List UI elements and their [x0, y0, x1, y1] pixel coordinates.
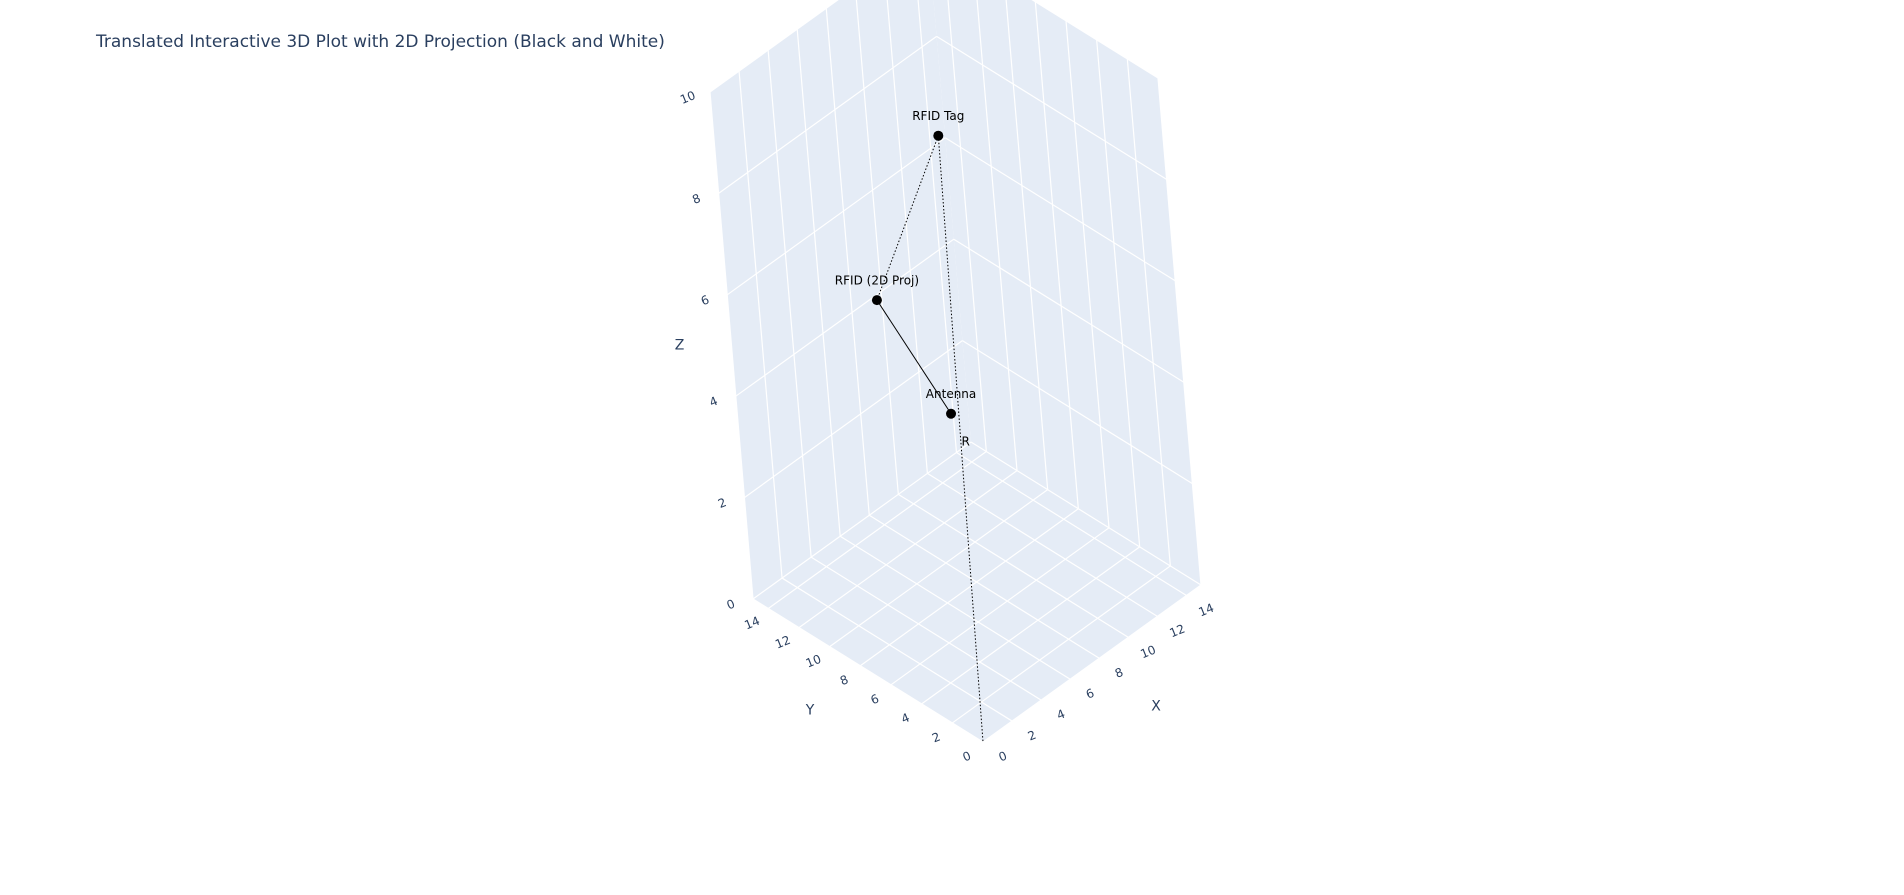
wall-gridline-x — [855, 0, 899, 495]
wall-gridline-z — [936, 35, 1167, 180]
y-tick-label: 12 — [773, 633, 792, 652]
wall-gridline-z — [953, 238, 1185, 383]
grid-lines — [709, 0, 1202, 743]
wall-gridline-x — [796, 29, 841, 537]
wall-gridline-z — [744, 340, 963, 499]
connection-line-2 — [876, 299, 952, 415]
x-tick-label: 12 — [1168, 622, 1187, 641]
floor-gridline-x — [956, 451, 1187, 596]
floor-gridline-x — [927, 472, 1158, 617]
wall-gridline-x — [738, 71, 783, 579]
wall-gridline-x — [917, 0, 958, 453]
x-tick-label: 6 — [1084, 686, 1096, 702]
x-tick-label: 4 — [1055, 707, 1067, 723]
wall-gridline-x — [825, 8, 870, 516]
wall-gridline-z — [1031, 0, 1159, 79]
floor-gridline-y — [921, 546, 1141, 705]
wall-gridline-y — [1157, 77, 1202, 586]
y-tick-label: 8 — [838, 672, 850, 688]
x-tick-label: 8 — [1113, 665, 1125, 681]
wall-gridline-y — [1065, 20, 1110, 528]
connection-lines: R — [876, 135, 984, 743]
wall-gridline-z — [962, 340, 1193, 485]
floor-gridline-x — [810, 556, 1042, 701]
x-tick-label: 14 — [1197, 601, 1216, 620]
data-point[interactable] — [871, 295, 882, 306]
data-point-label: RFID Tag — [912, 109, 964, 123]
connection-line-1 — [876, 135, 939, 301]
x-tick-label: 0 — [997, 749, 1009, 765]
floor-gridline-y — [829, 489, 1049, 648]
back-wall-y-pane — [710, 0, 971, 599]
floor-gridline-x — [898, 493, 1129, 638]
y-tick-label: 4 — [899, 710, 911, 726]
floor-gridline-x — [781, 577, 1013, 722]
x-tick-label: 2 — [1026, 728, 1038, 744]
floor-pane — [753, 442, 1201, 742]
data-point-label: RFID (2D Proj) — [835, 274, 919, 288]
y-axis-title: Y — [805, 703, 815, 719]
floor-gridline-x — [868, 514, 1100, 659]
wall-gridline-z — [726, 137, 946, 296]
x-axis-title: X — [1151, 699, 1161, 715]
wall-gridline-y — [976, 0, 1018, 471]
z-tick-label: 8 — [690, 191, 702, 207]
floor-gridline-x — [839, 535, 1071, 680]
z-tick-label: 0 — [725, 597, 737, 613]
floor-gridline-y — [951, 565, 1171, 724]
wall-gridline-z — [944, 137, 1176, 282]
wall-gridline-x — [767, 50, 812, 558]
wall-gridline-x — [886, 0, 928, 474]
wall-gridline-z — [970, 441, 1202, 586]
z-axis-title: Z — [675, 338, 685, 354]
z-tick-label: 4 — [707, 394, 719, 410]
floor-gridline-y — [859, 508, 1079, 667]
wall-gridline-z — [752, 441, 972, 600]
wall-gridline-y — [947, 0, 987, 452]
wall-gridline-y — [1034, 1, 1079, 509]
floor-gridline-y — [982, 584, 1202, 743]
data-point-label: Antenna — [926, 387, 976, 401]
z-tick-label: 6 — [699, 292, 711, 308]
chart-title: Translated Interactive 3D Plot with 2D P… — [96, 32, 665, 52]
data-point[interactable] — [933, 130, 944, 141]
y-tick-label: 2 — [930, 730, 942, 746]
y-tick-label: 0 — [961, 749, 973, 765]
floor-gridline-x — [752, 598, 984, 743]
wall-gridline-y — [1096, 39, 1141, 547]
z-tick-label: 2 — [716, 495, 728, 511]
wall-gridline-z — [718, 35, 937, 194]
floor-gridline-y — [798, 470, 1018, 629]
floor-gridline-y — [767, 451, 987, 610]
wall-gridline-y — [1005, 0, 1049, 490]
data-point[interactable] — [946, 408, 957, 419]
line-label: R — [961, 434, 969, 448]
x-tick-label: 10 — [1138, 643, 1157, 662]
wall-gridline-y — [1126, 58, 1171, 566]
axis-panes — [710, 0, 1201, 742]
z-tick-label: 10 — [678, 88, 697, 107]
wall-gridline-z — [735, 238, 955, 397]
y-tick-label: 14 — [742, 614, 761, 633]
wall-gridline-z — [709, 0, 839, 93]
wall-gridline-x — [709, 91, 754, 600]
axis-titles: X Y Z — [675, 338, 1162, 719]
back-wall-x-pane — [933, 0, 1201, 585]
floor-gridline-y — [890, 527, 1110, 686]
y-tick-label: 10 — [804, 652, 823, 671]
data-points[interactable]: RFID Tag RFID (2D Proj) Antenna — [835, 109, 976, 419]
y-tick-label: 6 — [869, 691, 881, 707]
